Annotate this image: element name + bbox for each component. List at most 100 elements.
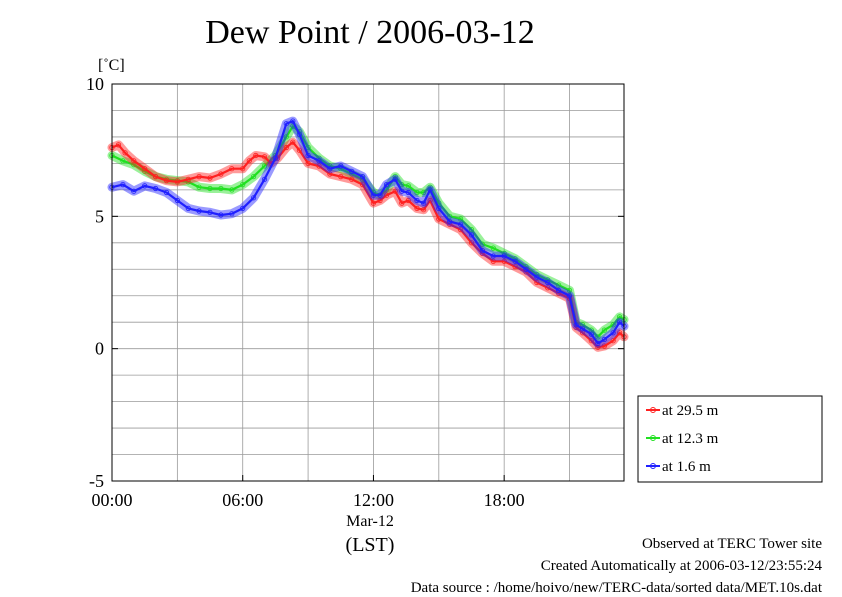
legend: at 29.5 m at 12.3 m at 1.6 m (637, 395, 823, 483)
data-point (420, 200, 427, 206)
data-point (153, 174, 159, 180)
legend-marker (650, 407, 656, 413)
data-point (555, 282, 562, 288)
data-point (185, 176, 191, 182)
data-point (427, 197, 433, 204)
data-point (359, 182, 366, 188)
legend-label: at 1.6 m (662, 459, 711, 475)
data-point (457, 227, 464, 233)
data-point (479, 248, 485, 254)
data-point (174, 197, 180, 204)
y-tick-label: 5 (95, 206, 104, 226)
data-point (240, 205, 246, 211)
legend-box (637, 395, 823, 483)
data-point (414, 189, 420, 196)
data-point (457, 221, 464, 227)
data-point (370, 192, 376, 198)
plot-frame (111, 83, 625, 482)
data-point (545, 279, 551, 286)
data-point (579, 330, 586, 336)
data-point (163, 189, 170, 196)
data-point (534, 279, 540, 286)
data-point (218, 185, 224, 192)
data-point (377, 197, 383, 204)
footer-site: Observed at TERC Tower site (641, 536, 822, 552)
x-tick-label: 06:00 (222, 490, 263, 510)
data-point (229, 166, 235, 172)
data-point (616, 319, 623, 325)
x-tick-label: 18:00 (484, 490, 525, 510)
data-point (447, 213, 453, 219)
axis-layer: 10 5 0 -500:00 06:00 12:00 18:00 (86, 74, 624, 510)
data-point (383, 192, 390, 198)
data-point (377, 192, 383, 198)
data-point (579, 326, 586, 332)
data-point (610, 338, 616, 344)
data-point (131, 162, 137, 168)
data-point (601, 327, 608, 333)
data-point (196, 174, 202, 180)
data-point (338, 174, 344, 180)
data-point (207, 175, 213, 181)
data-point (468, 227, 475, 233)
data-point (399, 200, 405, 206)
chart-title: Dew Point / 2006-03-12 (205, 14, 535, 51)
data-point (163, 178, 170, 184)
data-point (272, 155, 278, 161)
data-point (512, 258, 518, 264)
data-point (359, 174, 366, 180)
data-point (616, 330, 623, 336)
data-point (595, 340, 601, 346)
data-point (131, 188, 137, 194)
footer-created: Created Automatically at 2006-03-12/23:5… (540, 558, 822, 574)
data-point (207, 185, 213, 192)
data-point (316, 163, 322, 169)
data-point (501, 258, 507, 264)
data-point (240, 182, 246, 188)
y-tick-label: -5 (89, 471, 104, 491)
data-point (246, 158, 252, 164)
data-point (120, 158, 126, 164)
data-point (490, 258, 496, 264)
data-point (261, 154, 268, 160)
x-axis-label: (LST) (346, 534, 395, 556)
data-point (601, 336, 608, 342)
data-point (566, 287, 573, 293)
series-band-0 (107, 137, 629, 352)
y-tick-label: 0 (95, 339, 104, 359)
data-point (283, 134, 289, 140)
data-point (616, 314, 623, 320)
data-point (131, 158, 137, 164)
legend-label: at 12.3 m (662, 431, 719, 447)
y-axis-label: [˚C] (98, 57, 125, 74)
data-point (555, 287, 562, 293)
x-tick-label: 12:00 (353, 490, 394, 510)
legend-marker (650, 435, 656, 441)
data-point (370, 200, 376, 206)
data-point (573, 322, 579, 328)
data-point (261, 176, 268, 182)
data-point (447, 219, 453, 225)
data-point (383, 182, 390, 188)
data-point (490, 245, 496, 251)
data-point (338, 163, 344, 169)
legend-label: at 29.5 m (662, 403, 719, 419)
data-point (349, 176, 355, 182)
data-point (142, 166, 148, 172)
series-line-0 (111, 141, 625, 349)
data-point (420, 189, 427, 196)
data-point (305, 160, 311, 166)
footer-source: Data source : /home/hoivo/new/TERC-data/… (410, 580, 822, 596)
data-point (610, 322, 616, 328)
series-band-2 (107, 116, 629, 348)
data-point (468, 240, 475, 246)
data-point (534, 274, 540, 280)
data-point (566, 293, 573, 299)
grid-lines (112, 84, 624, 481)
data-point (142, 183, 148, 189)
data-point (392, 188, 398, 194)
data-point (305, 152, 311, 159)
series-line-2 (111, 120, 625, 345)
data-point (240, 166, 246, 172)
data-point (349, 168, 355, 174)
